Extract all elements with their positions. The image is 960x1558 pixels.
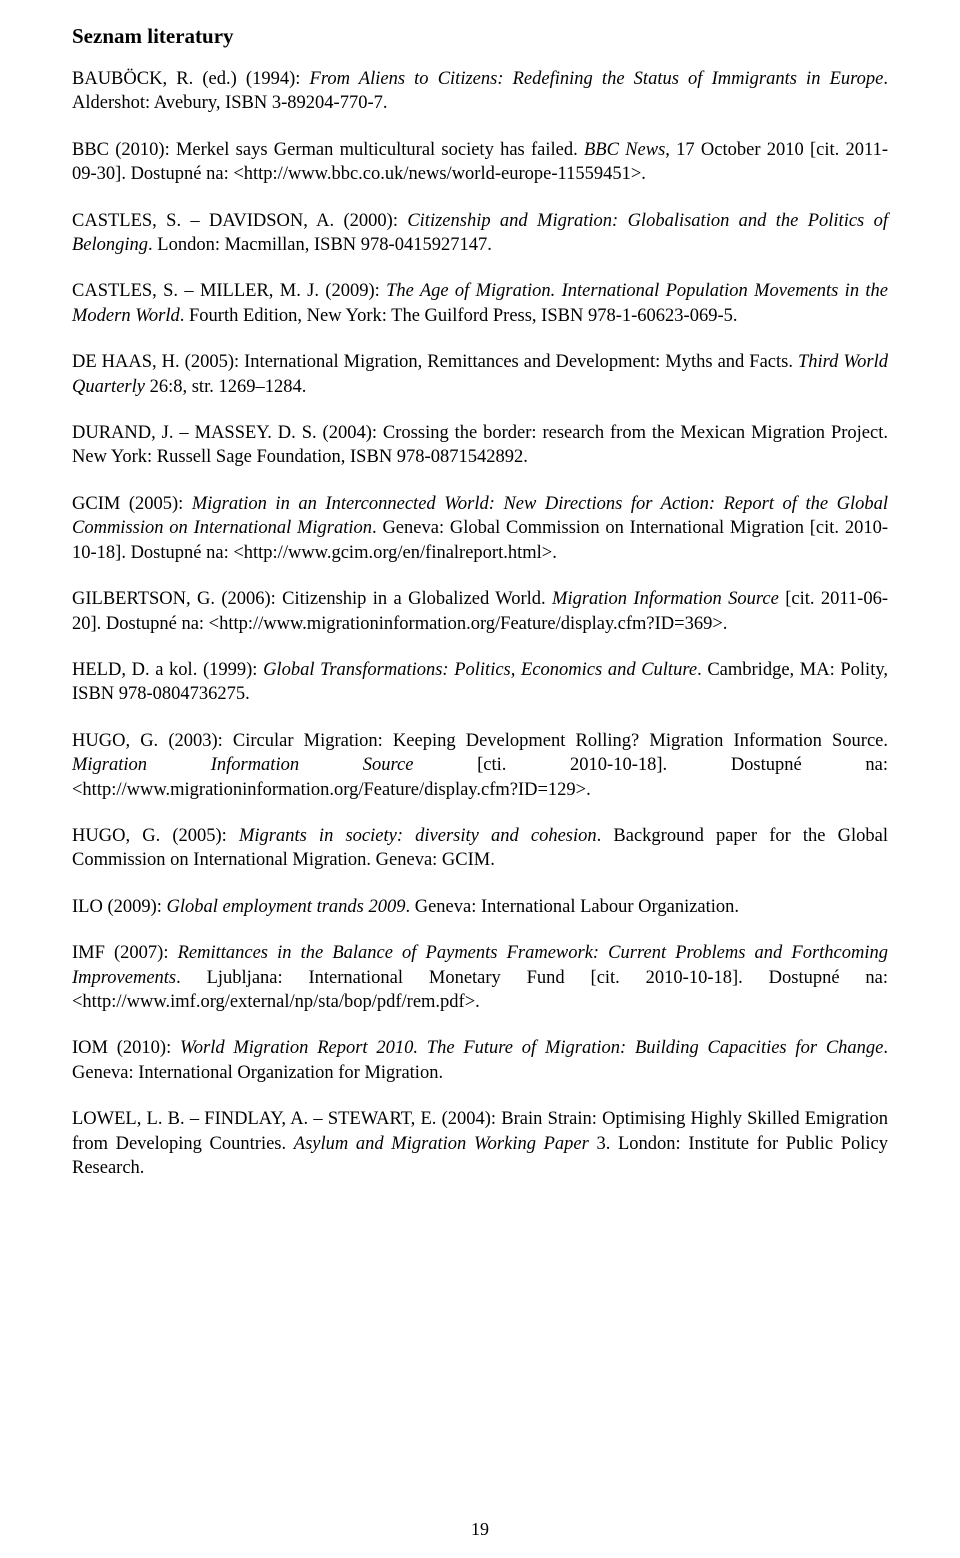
entry-title-italic: BBC News (584, 140, 665, 160)
entry-text: . London: Macmillan, ISBN 978-0415927147… (148, 235, 492, 255)
entry-title-italic: Global employment trands 2009 (167, 897, 406, 917)
entry-text: DE HAAS, H. (2005): International Migrat… (72, 352, 798, 372)
document-page: Seznam literatury BAUBÖCK, R. (ed.) (199… (0, 0, 960, 1558)
entry-text: . Geneva: International Labour Organizat… (405, 897, 739, 917)
entry-text: IMF (2007): (72, 943, 178, 963)
entry-text: . Fourth Edition, New York: The Guilford… (180, 306, 738, 326)
entry-text: HUGO, G. (2005): (72, 826, 239, 846)
bibliography-entry: GILBERTSON, G. (2006): Citizenship in a … (72, 587, 888, 636)
entry-text: 26:8, str. 1269–1284. (145, 377, 306, 397)
bibliography-entry: HELD, D. a kol. (1999): Global Transform… (72, 658, 888, 707)
entry-text: . Ljubljana: International Monetary Fund… (72, 968, 888, 1012)
entry-title-italic: Migration Information Source (552, 589, 779, 609)
entry-text: CASTLES, S. – MILLER, M. J. (2009): (72, 281, 386, 301)
section-title: Seznam literatury (72, 24, 888, 49)
bibliography-entry: DURAND, J. – MASSEY. D. S. (2004): Cross… (72, 421, 888, 470)
bibliography-entry: CASTLES, S. – DAVIDSON, A. (2000): Citiz… (72, 209, 888, 258)
entry-text: DURAND, J. – MASSEY. D. S. (2004): Cross… (72, 423, 888, 467)
page-number: 19 (0, 1519, 960, 1540)
bibliography-entry: HUGO, G. (2005): Migrants in society: di… (72, 824, 888, 873)
entry-text: CASTLES, S. – DAVIDSON, A. (2000): (72, 211, 407, 231)
bibliography-entry: HUGO, G. (2003): Circular Migration: Kee… (72, 729, 888, 802)
entry-text: HUGO, G. (2003): Circular Migration: Kee… (72, 731, 888, 751)
bibliography-entry: IMF (2007): Remittances in the Balance o… (72, 941, 888, 1014)
entry-text: IOM (2010): (72, 1038, 180, 1058)
entry-text: ILO (2009): (72, 897, 167, 917)
bibliography-entry: DE HAAS, H. (2005): International Migrat… (72, 350, 888, 399)
entry-text: GCIM (2005): (72, 494, 192, 514)
bibliography-list: BAUBÖCK, R. (ed.) (1994): From Aliens to… (72, 67, 888, 1180)
bibliography-entry: BBC (2010): Merkel says German multicult… (72, 138, 888, 187)
bibliography-entry: ILO (2009): Global employment trands 200… (72, 895, 888, 919)
entry-title-italic: Asylum and Migration Working Paper (294, 1134, 589, 1154)
entry-title-italic: From Aliens to Citizens: Redefining the … (310, 69, 884, 89)
entry-title-italic: Migration Information Source (72, 755, 413, 775)
bibliography-entry: GCIM (2005): Migration in an Interconnec… (72, 492, 888, 565)
entry-title-italic: Global Transformations: Politics, Econom… (263, 660, 697, 680)
bibliography-entry: CASTLES, S. – MILLER, M. J. (2009): The … (72, 279, 888, 328)
entry-text: GILBERTSON, G. (2006): Citizenship in a … (72, 589, 552, 609)
bibliography-entry: IOM (2010): World Migration Report 2010.… (72, 1036, 888, 1085)
entry-text: BBC (2010): Merkel says German multicult… (72, 140, 584, 160)
bibliography-entry: BAUBÖCK, R. (ed.) (1994): From Aliens to… (72, 67, 888, 116)
bibliography-entry: LOWEL, L. B. – FINDLAY, A. – STEWART, E.… (72, 1107, 888, 1180)
entry-title-italic: Migrants in society: diversity and cohes… (239, 826, 597, 846)
entry-text: BAUBÖCK, R. (ed.) (1994): (72, 69, 310, 89)
entry-text: HELD, D. a kol. (1999): (72, 660, 263, 680)
entry-title-italic: World Migration Report 2010. The Future … (180, 1038, 883, 1058)
